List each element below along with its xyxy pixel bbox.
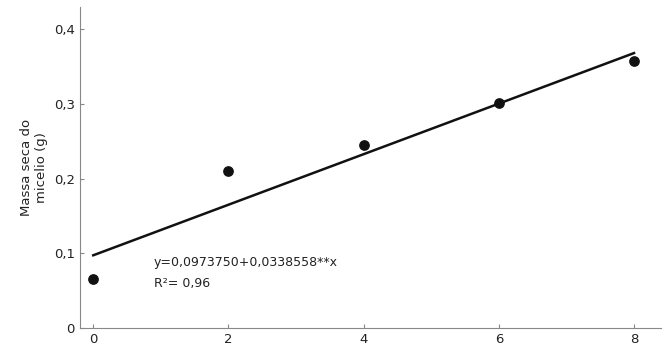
Point (358, 142, 369, 148)
Text: R²= 0,96: R²= 0,96 (154, 277, 210, 290)
Point (494, 100, 504, 105)
Point (88, 276, 99, 282)
Y-axis label: Massa seca do
micelio (g): Massa seca do micelio (g) (20, 119, 48, 216)
Point (629, 58, 639, 64)
Point (223, 168, 234, 174)
Text: y=0,0973750+0,0338558**x: y=0,0973750+0,0338558**x (154, 256, 338, 269)
